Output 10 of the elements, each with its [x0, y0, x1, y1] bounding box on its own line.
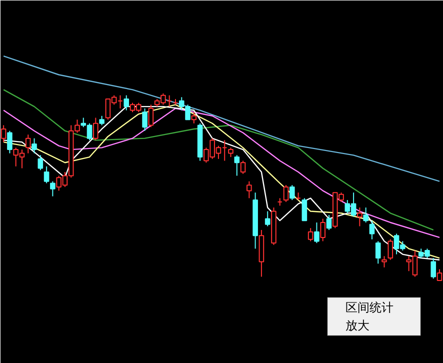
candlestick [32, 138, 37, 154]
candlestick [357, 207, 362, 227]
candlestick [369, 220, 375, 240]
text: 放大 [346, 318, 370, 332]
candlestick [258, 229, 264, 278]
candlestick [382, 256, 387, 268]
text: 区间统计 [346, 300, 394, 314]
candlestick [252, 192, 258, 250]
candlestick [25, 134, 31, 154]
candlestick [191, 112, 197, 124]
